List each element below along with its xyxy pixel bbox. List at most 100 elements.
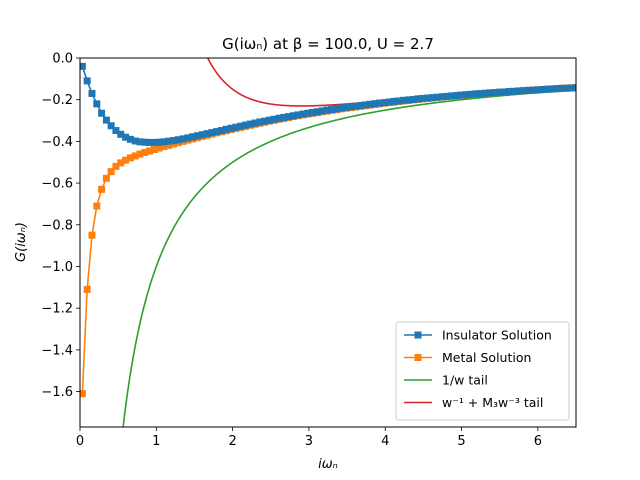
- data-point: [294, 111, 302, 119]
- data-point: [169, 137, 177, 145]
- data-point: [462, 91, 470, 99]
- data-point: [117, 159, 125, 167]
- data-point: [342, 103, 350, 111]
- data-point: [80, 390, 86, 398]
- data-point: [98, 185, 106, 193]
- y-tick-label: −1.0: [41, 260, 73, 275]
- data-point: [548, 85, 556, 93]
- data-point: [318, 107, 326, 115]
- data-point: [117, 130, 125, 138]
- data-point: [385, 98, 393, 106]
- x-tick-label: 3: [305, 434, 313, 449]
- data-point: [323, 106, 331, 114]
- data-point: [122, 133, 130, 141]
- data-point: [285, 113, 293, 121]
- legend-marker: [414, 331, 422, 339]
- data-point: [371, 100, 379, 108]
- data-point: [165, 137, 173, 145]
- data-point: [198, 131, 206, 139]
- data-point: [141, 148, 149, 156]
- data-point: [328, 105, 336, 113]
- data-point: [98, 109, 106, 117]
- data-point: [126, 135, 134, 143]
- legend-label: Insulator Solution: [442, 328, 552, 343]
- data-point: [289, 112, 297, 120]
- series-layer: [80, 58, 576, 427]
- data-point: [337, 104, 345, 112]
- data-point: [155, 138, 163, 146]
- data-point: [366, 100, 374, 108]
- y-axis-label: G(iωₙ): [14, 222, 29, 262]
- data-point: [265, 116, 273, 124]
- data-point: [563, 84, 571, 92]
- data-point: [361, 101, 369, 109]
- data-point: [524, 86, 532, 94]
- data-point: [88, 231, 96, 239]
- x-axis-label: iωₙ: [318, 457, 338, 472]
- data-point: [112, 127, 120, 135]
- data-point: [256, 118, 264, 126]
- data-point: [227, 124, 235, 132]
- data-point: [213, 128, 221, 136]
- data-point: [304, 109, 312, 117]
- y-tick-label: −1.6: [41, 385, 73, 400]
- data-point: [126, 154, 134, 162]
- y-tick-label: −1.4: [41, 343, 73, 358]
- data-point: [136, 138, 144, 146]
- data-point: [352, 102, 360, 110]
- data-point: [237, 122, 245, 130]
- data-point: [88, 89, 96, 97]
- legend-label: Metal Solution: [442, 350, 531, 365]
- data-point: [452, 92, 460, 100]
- data-point: [357, 102, 365, 110]
- data-point: [203, 130, 211, 138]
- x-tick-label: 5: [457, 434, 465, 449]
- data-point: [136, 150, 144, 158]
- x-tick-label: 4: [381, 434, 389, 449]
- data-point: [150, 138, 158, 146]
- data-point: [102, 174, 110, 182]
- data-point: [155, 144, 163, 152]
- legend-marker: [414, 354, 422, 361]
- data-point: [395, 97, 403, 105]
- data-point: [347, 103, 355, 111]
- data-point: [184, 134, 192, 142]
- data-point: [409, 95, 417, 103]
- data-point: [457, 91, 465, 99]
- data-point: [189, 133, 197, 141]
- data-point: [515, 87, 523, 95]
- chart-title: G(iωₙ) at β = 100.0, U = 2.7: [222, 35, 434, 53]
- data-point: [486, 89, 494, 97]
- series-line-2: [122, 89, 576, 427]
- y-tick-label: 0.0: [52, 52, 73, 67]
- data-point: [414, 95, 422, 103]
- y-tick-label: −0.2: [41, 93, 73, 108]
- data-point: [380, 99, 388, 107]
- data-point: [131, 152, 139, 160]
- data-point: [83, 77, 91, 85]
- data-point: [217, 127, 225, 135]
- x-tick-label: 6: [534, 434, 542, 449]
- data-point: [376, 99, 384, 107]
- data-point: [93, 100, 101, 108]
- data-point: [270, 115, 278, 123]
- data-point: [122, 156, 130, 164]
- data-point: [424, 94, 432, 102]
- series-markers-0: [80, 62, 576, 146]
- data-point: [93, 202, 101, 210]
- data-point: [572, 84, 576, 92]
- data-point: [261, 117, 269, 125]
- data-point: [107, 168, 115, 176]
- data-point: [510, 87, 518, 95]
- legend: Insulator Solution Metal Solution 1/w tail…: [395, 321, 570, 421]
- data-point: [232, 123, 240, 131]
- data-point: [174, 136, 182, 144]
- data-point: [160, 138, 168, 146]
- data-point: [520, 87, 527, 95]
- data-point: [404, 96, 412, 104]
- data-point: [491, 89, 499, 97]
- data-point: [448, 92, 456, 100]
- x-tick-label: 0: [76, 434, 84, 449]
- data-point: [500, 88, 508, 96]
- y-tick-label: −1.2: [41, 302, 73, 317]
